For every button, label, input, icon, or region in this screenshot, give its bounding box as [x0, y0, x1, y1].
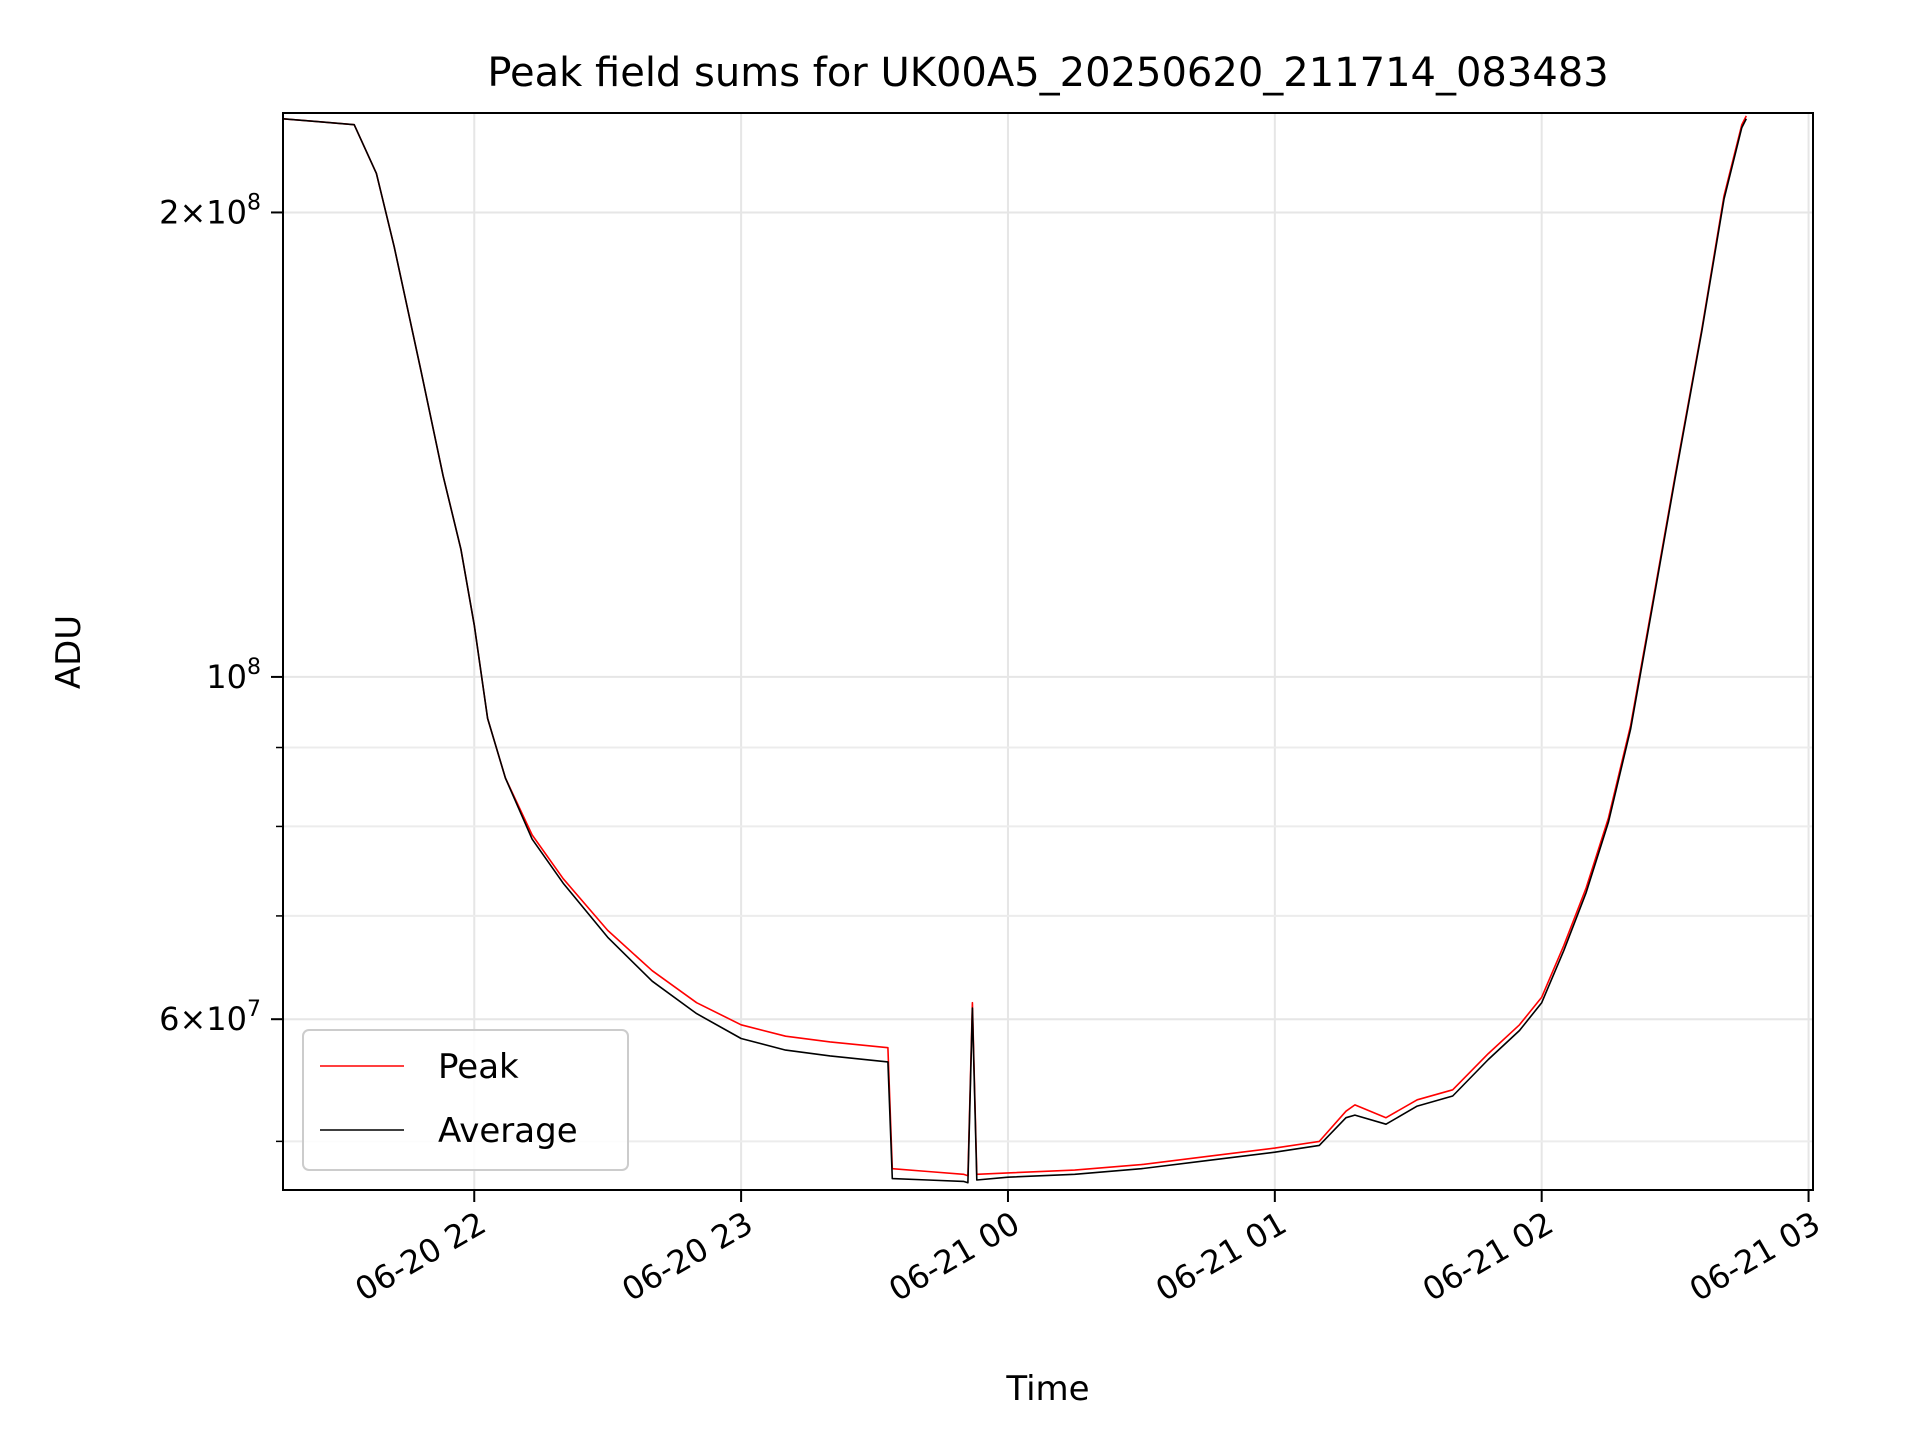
chart-title: Peak field sums for UK00A5_20250620_2117… — [487, 50, 1608, 96]
y-axis: 6×107 108 2×108 — [159, 190, 283, 1143]
x-axis-label: Time — [1005, 1369, 1089, 1409]
legend: Peak Average — [302, 1029, 629, 1171]
y-tick-label: 2×108 — [159, 190, 261, 231]
legend-box — [302, 1029, 629, 1171]
y-tick-label: 108 — [206, 655, 261, 696]
legend-label-peak: Peak — [438, 1047, 519, 1087]
x-gridlines — [473, 113, 1810, 1190]
y-tick-label: 6×107 — [159, 997, 261, 1038]
y-gridlines — [283, 211, 1813, 1143]
y-axis-label: ADU — [49, 615, 89, 689]
plot-frame — [282, 112, 1814, 1191]
series-line-average — [283, 118, 1748, 1184]
plot-area — [283, 113, 1813, 1190]
series-layer — [283, 115, 1748, 1184]
legend-label-average: Average — [438, 1111, 578, 1151]
